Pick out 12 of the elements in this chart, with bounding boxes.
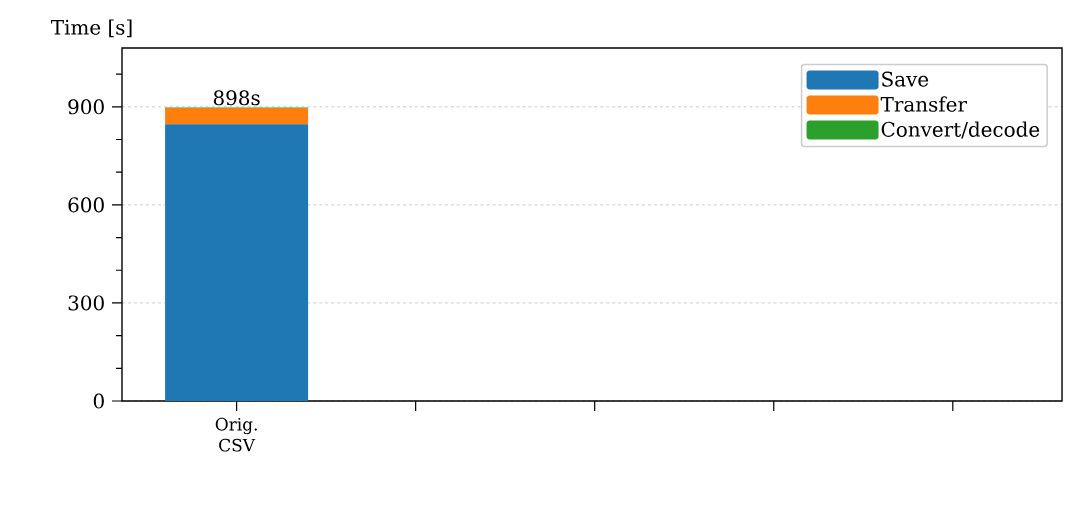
legend-label: Transfer bbox=[880, 96, 967, 112]
bar bbox=[165, 124, 309, 401]
y-tick-label: 300 bbox=[68, 295, 104, 311]
legend-label: Save bbox=[882, 71, 929, 87]
y-tick-label: 900 bbox=[68, 99, 104, 115]
y-tick-label: 600 bbox=[68, 197, 104, 213]
total-label: 898s bbox=[213, 90, 260, 106]
legend-label: Convert/decode bbox=[881, 121, 1040, 139]
x-tick-label: Orig. CSV bbox=[215, 417, 257, 452]
bar bbox=[165, 108, 309, 125]
y-tick-label: 0 bbox=[93, 393, 104, 409]
y-axis-title: Time [s] bbox=[50, 19, 132, 38]
